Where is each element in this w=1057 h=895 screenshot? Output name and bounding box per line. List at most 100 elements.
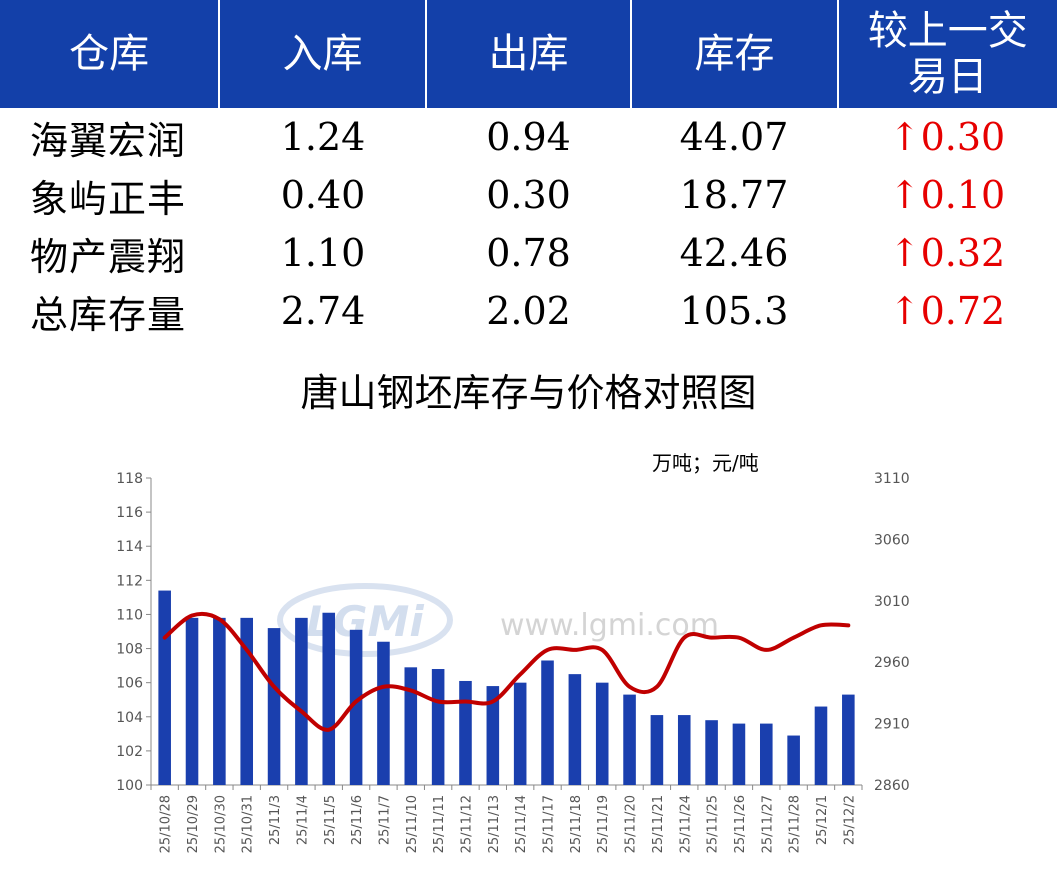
x-tick-label: 25/11/11 [432,795,447,853]
inventory-bar [787,735,800,785]
x-tick-label: 25/11/19 [596,795,611,853]
y-left-tick-label: 114 [116,539,143,555]
x-tick-label: 25/11/10 [405,795,420,853]
inbound-value: 0.40 [280,173,366,217]
inventory-bar [705,720,718,785]
warehouse-name: 象屿正丰 [30,176,187,221]
watermark: LGMi www.lgmi.com [277,583,719,657]
table-row: 物产震翔 1.10 0.78 42.46 ↑0.32 [0,224,1057,282]
stock-value: 105.3 [679,289,789,333]
inventory-bar [185,617,199,785]
x-tick-label: 25/11/26 [733,795,748,853]
inventory-bar [623,694,636,785]
change-value: ↑0.30 [888,115,1006,159]
inventory-bar [650,715,664,785]
stock-value: 18.77 [679,173,789,217]
table-header: 仓库 入库 出库 库存 较上一交 易日 [0,0,1057,108]
table-row: 象屿正丰 0.40 0.30 18.77 ↑0.10 [0,166,1057,224]
price-line [162,611,851,732]
y-left-tick-label: 108 [116,642,143,658]
inventory-bar [541,660,554,785]
y-right-tick-label: 2860 [874,778,910,794]
y-right-tick-label: 3010 [874,594,910,610]
outbound-value: 2.02 [486,289,571,333]
x-tick-label: 25/11/12 [459,795,474,853]
header-change: 较上一交 易日 [839,0,1057,108]
chart-unit-label: 万吨；元/吨 [652,451,759,475]
inventory-bar [267,628,281,785]
x-tick-label: 25/10/29 [186,795,201,853]
y-right-tick-label: 2960 [874,655,910,671]
y-right-tick-label: 2910 [874,717,910,733]
x-tick-label: 25/11/18 [569,795,584,853]
inventory-table: 仓库 入库 出库 库存 较上一交 易日 海翼宏润 1.24 0.94 44.07… [0,0,1057,340]
y-left-tick-label: 118 [116,471,143,487]
table-row: 海翼宏润 1.24 0.94 44.07 ↑0.30 [0,108,1057,166]
inventory-bar [595,682,609,785]
warehouse-name: 物产震翔 [30,234,187,279]
chart-axes: 100 102 104 106 108 110 112 114 116 118 2860 2910 29… [116,471,909,853]
header-inbound: 入库 [220,0,427,108]
x-tick-label: 25/11/20 [624,795,639,853]
inventory-bar [759,723,773,785]
inventory-bar [404,667,418,785]
inventory-bar [842,694,855,785]
y-right-tick-label: 3060 [874,532,910,548]
y-left-tick-label: 100 [116,778,143,794]
outbound-value: 0.94 [486,115,571,159]
table-row: 总库存量 2.74 2.02 105.3 ↑0.72 [0,282,1057,340]
inventory-bar [431,669,445,785]
inbound-value: 1.10 [280,231,366,275]
inbound-value: 2.74 [280,289,366,333]
chart-title: 唐山钢坯库存与价格对照图 [300,371,757,415]
x-tick-label: 25/11/13 [487,795,502,853]
inventory-bar [513,682,527,785]
stock-value: 44.07 [679,115,789,159]
inventory-bar [568,674,582,785]
svg-text:LGMi: LGMi [306,597,424,646]
change-value: ↑0.32 [888,231,1006,275]
x-tick-label: 25/11/25 [706,795,721,853]
x-tick-label: 25/12/2 [842,795,857,845]
x-tick-label: 25/11/6 [350,795,365,845]
inventory-bar [677,715,691,785]
x-tick-label: 25/11/27 [760,795,775,853]
y-left-tick-label: 116 [116,505,143,521]
header-outbound: 出库 [427,0,633,108]
inventory-bar [213,617,226,785]
y-right-tick-label: 3110 [874,471,910,487]
inventory-bar [459,680,472,785]
inbound-value: 1.24 [280,115,366,159]
stock-value: 42.46 [679,231,789,275]
header-change-line1: 较上一交 [867,8,1028,54]
bar-series [158,590,855,785]
inventory-bar [377,641,390,785]
x-tick-label: 25/11/7 [377,795,392,845]
outbound-value: 0.30 [486,173,571,217]
inventory-bar [814,706,828,785]
y-left-tick-label: 112 [116,573,143,589]
change-value: ↑0.10 [888,173,1006,217]
header-change-line2: 易日 [907,54,988,100]
inventory-bar [349,629,363,785]
inventory-bar [158,590,171,785]
warehouse-name: 总库存量 [30,292,187,337]
line-series [162,611,851,732]
change-value: ↑0.72 [888,289,1006,333]
x-tick-label: 25/12/1 [815,795,830,845]
inventory-bar [295,617,308,785]
inventory-bar [486,686,500,785]
x-tick-label: 25/10/31 [241,795,256,853]
x-tick-label: 25/11/5 [323,795,338,845]
warehouse-name: 海翼宏润 [30,118,187,163]
x-tick-label: 25/10/30 [213,795,228,853]
x-tick-label: 25/11/24 [678,795,693,853]
x-tick-label: 25/11/28 [788,795,803,853]
outbound-value: 0.78 [486,231,571,275]
y-left-tick-label: 110 [116,607,143,623]
inventory-bar [240,617,254,785]
x-tick-label: 25/11/21 [651,795,666,853]
inventory-bar [322,612,336,785]
x-tick-label: 25/10/28 [159,795,174,853]
y-left-tick-label: 102 [116,744,143,760]
